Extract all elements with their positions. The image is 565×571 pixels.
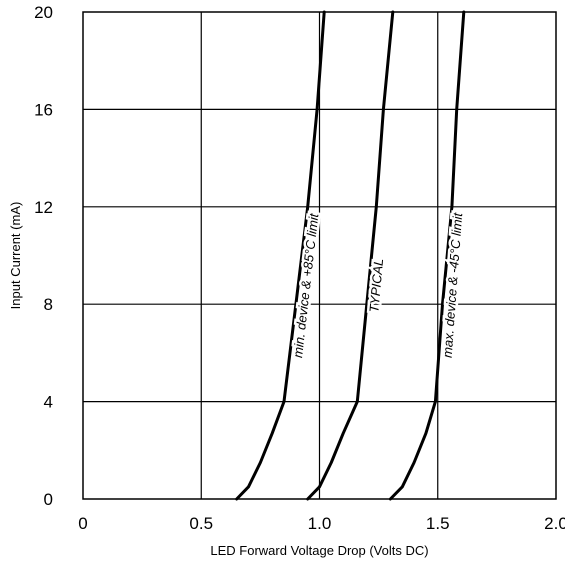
x-tick-label: 0 (78, 514, 87, 533)
series-line (388, 10, 466, 501)
x-tick-label: 0.5 (189, 514, 213, 533)
y-tick-label: 0 (44, 490, 53, 509)
series-label: min. device & +85°C limit (290, 211, 321, 358)
y-tick-label: 4 (44, 393, 53, 412)
y-tick-label: 12 (34, 198, 53, 217)
y-tick-labels: 0 4 8 12 16 20 (34, 3, 53, 509)
y-tick-label: 20 (34, 3, 53, 22)
curves (235, 10, 466, 501)
x-tick-labels: 0 0.5 1.0 1.5 2.0 (78, 514, 565, 533)
y-tick-label: 8 (44, 295, 53, 314)
plot-frame (82, 11, 557, 500)
series-line (306, 10, 395, 501)
y-axis-label: Input Current (mA) (8, 202, 23, 310)
series-line (235, 10, 326, 501)
x-axis-label: LED Forward Voltage Drop (Volts DC) (210, 543, 428, 558)
x-tick-label: 1.5 (426, 514, 450, 533)
x-tick-label: 1.0 (308, 514, 332, 533)
x-tick-label: 2.0 (544, 514, 565, 533)
y-tick-label: 16 (34, 100, 53, 119)
